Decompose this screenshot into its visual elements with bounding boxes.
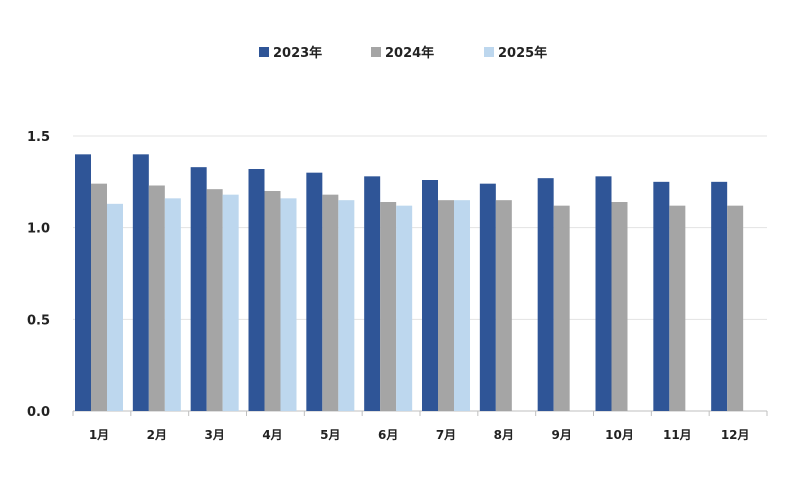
legend-item-2025: 2025年 <box>484 42 547 61</box>
y-tick-label: 1.5 <box>27 130 50 145</box>
legend-item-2023: 2023年 <box>259 42 322 61</box>
legend-item-2024: 2024年 <box>371 42 434 61</box>
x-tick-label: 2月 <box>147 428 167 442</box>
x-tick-label: 5月 <box>320 428 340 442</box>
x-tick-label: 8月 <box>494 428 514 442</box>
bar-2024-5 <box>322 194 339 411</box>
bar-2023-5 <box>306 172 323 411</box>
x-tick-label: 6月 <box>378 428 398 442</box>
x-tick-label: 3月 <box>204 428 224 442</box>
bar-2024-1 <box>91 183 107 411</box>
y-tick-label: 0.0 <box>27 405 50 420</box>
y-tick-label: 1.0 <box>27 222 50 237</box>
bar-2024-6 <box>380 202 397 411</box>
bar-2024-12 <box>727 205 744 411</box>
bar-2025-5 <box>338 200 355 411</box>
x-tick-label: 11月 <box>663 428 692 442</box>
bar-2024-11 <box>669 205 686 411</box>
bar-2023-1 <box>75 154 91 412</box>
bar-2023-9 <box>537 178 554 411</box>
bar-2024-8 <box>495 200 512 411</box>
x-tick-label: 1月 <box>89 428 109 442</box>
y-tick-label: 0.5 <box>27 313 50 328</box>
bar-2023-12 <box>711 181 728 411</box>
bar-2024-4 <box>264 191 281 411</box>
bar-2023-2 <box>132 154 149 412</box>
bar-2024-2 <box>148 185 165 411</box>
x-tick-label: 7月 <box>436 428 456 442</box>
legend-swatch-2024 <box>371 46 381 57</box>
legend: 2023年 2024年 2025年 <box>0 42 800 62</box>
legend-label-2024: 2024年 <box>385 46 435 61</box>
bar-2025-6 <box>396 205 413 411</box>
legend-label-2025: 2025年 <box>498 46 548 61</box>
bar-2023-11 <box>653 181 670 411</box>
x-tick-label: 10月 <box>605 428 634 442</box>
bar-2023-4 <box>248 169 265 411</box>
legend-swatch-2025 <box>484 46 494 57</box>
x-tick-label: 12月 <box>721 428 750 442</box>
bar-2023-8 <box>479 183 496 411</box>
bar-2023-3 <box>190 167 207 411</box>
bar-2025-1 <box>107 203 123 411</box>
legend-swatch-2023 <box>259 46 269 57</box>
bar-2023-6 <box>364 176 381 411</box>
bar-2025-3 <box>222 194 239 411</box>
bar-2025-2 <box>164 198 181 411</box>
bar-2024-9 <box>553 205 570 411</box>
bar-2024-3 <box>206 189 223 411</box>
bar-2023-7 <box>422 180 438 411</box>
bar-2024-7 <box>438 200 454 411</box>
legend-label-2023: 2023年 <box>273 46 323 61</box>
bar-2025-4 <box>280 198 297 411</box>
bar-2023-10 <box>595 176 612 411</box>
bar-2024-10 <box>611 202 628 411</box>
x-tick-label: 4月 <box>262 428 282 442</box>
bar-2025-7 <box>454 200 470 411</box>
x-tick-label: 9月 <box>551 428 571 442</box>
